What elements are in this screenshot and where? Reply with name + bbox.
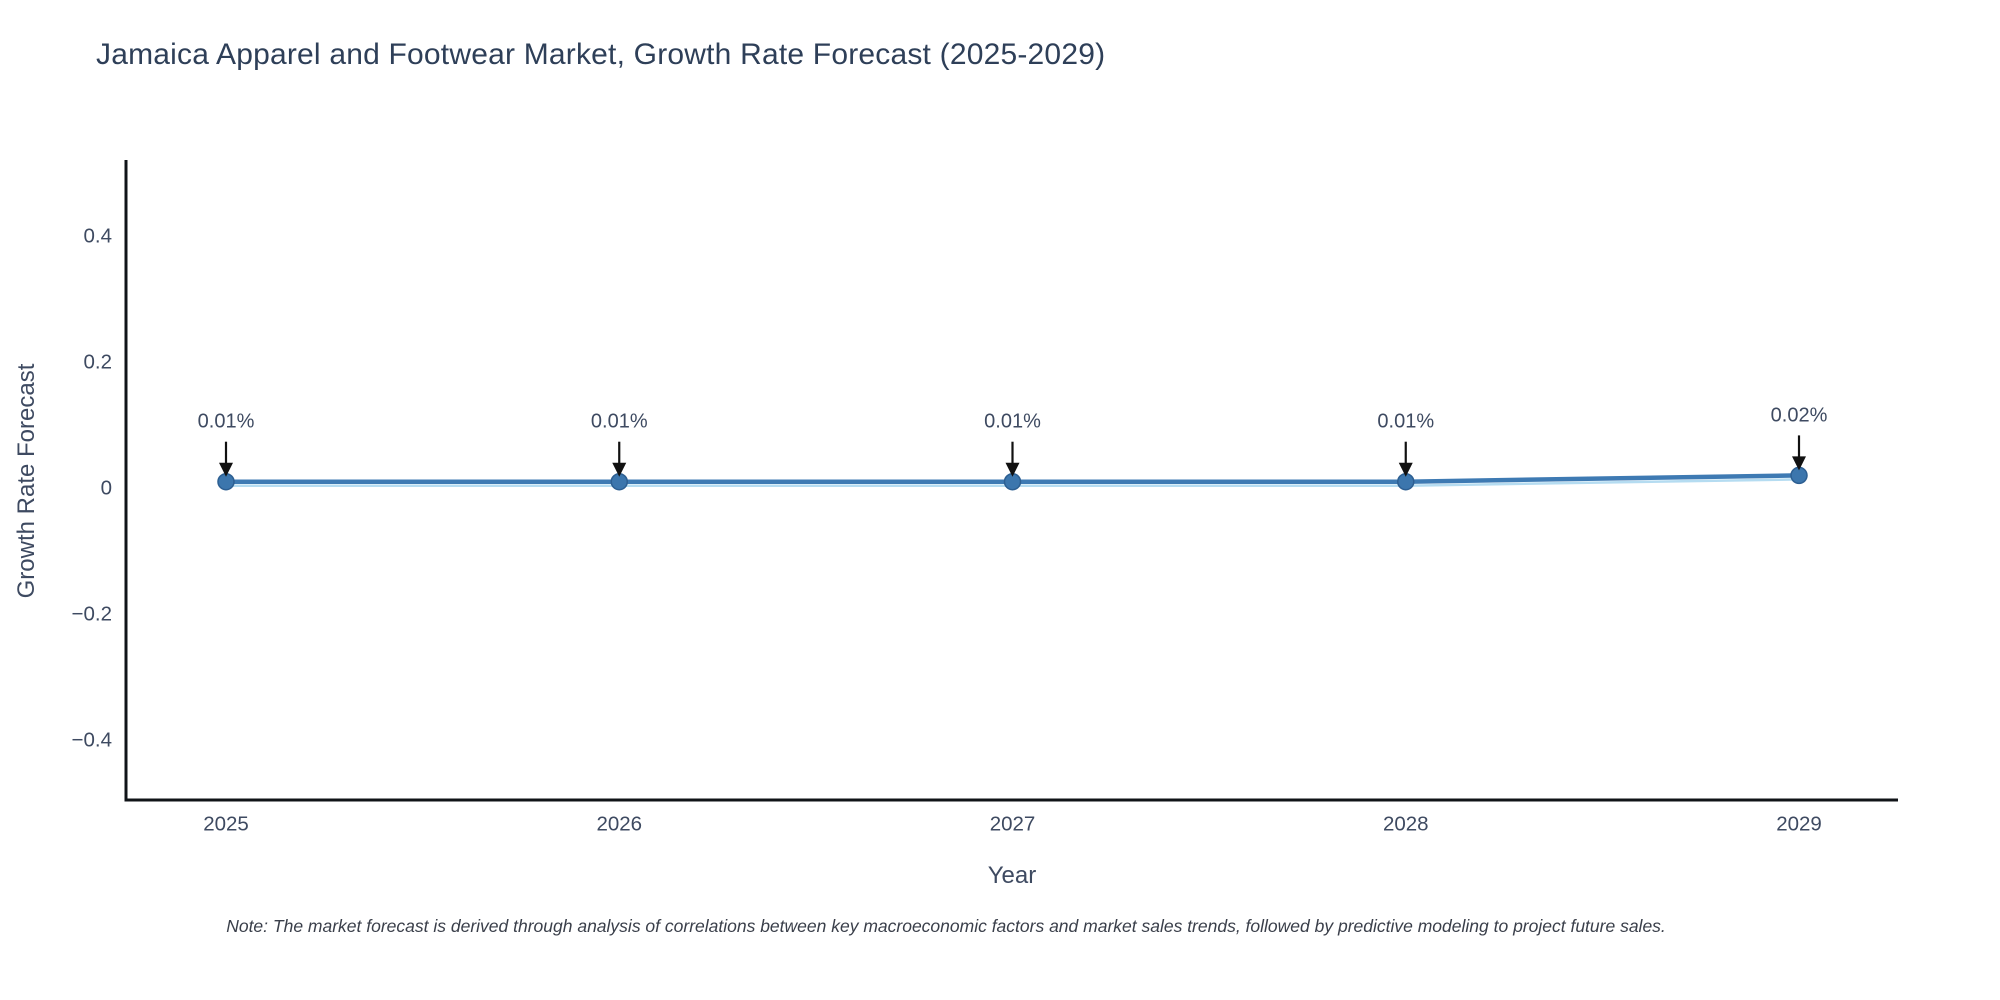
y-tick-label: 0 <box>101 477 112 500</box>
x-tick-label: 2029 <box>1776 813 1822 836</box>
y-tick-label: −0.2 <box>72 603 112 626</box>
y-tick-label: 0.2 <box>84 351 113 374</box>
y-tick-label: −0.4 <box>72 729 112 752</box>
chart-title: Jamaica Apparel and Footwear Market, Gro… <box>96 38 1106 71</box>
x-tick-label: 2026 <box>596 813 642 836</box>
axis-spines <box>124 160 1898 802</box>
annotation-arrow-head <box>1792 456 1806 471</box>
x-tick-label: 2025 <box>203 813 249 836</box>
x-tick-label: 2028 <box>1383 813 1429 836</box>
footnote: Note: The market forecast is derived thr… <box>226 916 1666 936</box>
y-tick-label: 0.4 <box>84 225 113 248</box>
annotation-arrow-head <box>219 462 233 477</box>
annotation-arrow-head <box>1005 462 1020 477</box>
x-tick-label: 2027 <box>990 813 1036 836</box>
annotation-label: 0.01% <box>591 411 648 433</box>
annotation-label: 0.02% <box>1771 404 1828 426</box>
annotation-label: 0.01% <box>198 411 255 433</box>
annotation-label: 0.01% <box>984 411 1041 433</box>
annotation-arrow-head <box>1398 462 1413 477</box>
x-axis-title: Year <box>987 862 1037 889</box>
annotation-label: 0.01% <box>1377 411 1434 433</box>
annotation-arrow-head <box>612 462 627 477</box>
